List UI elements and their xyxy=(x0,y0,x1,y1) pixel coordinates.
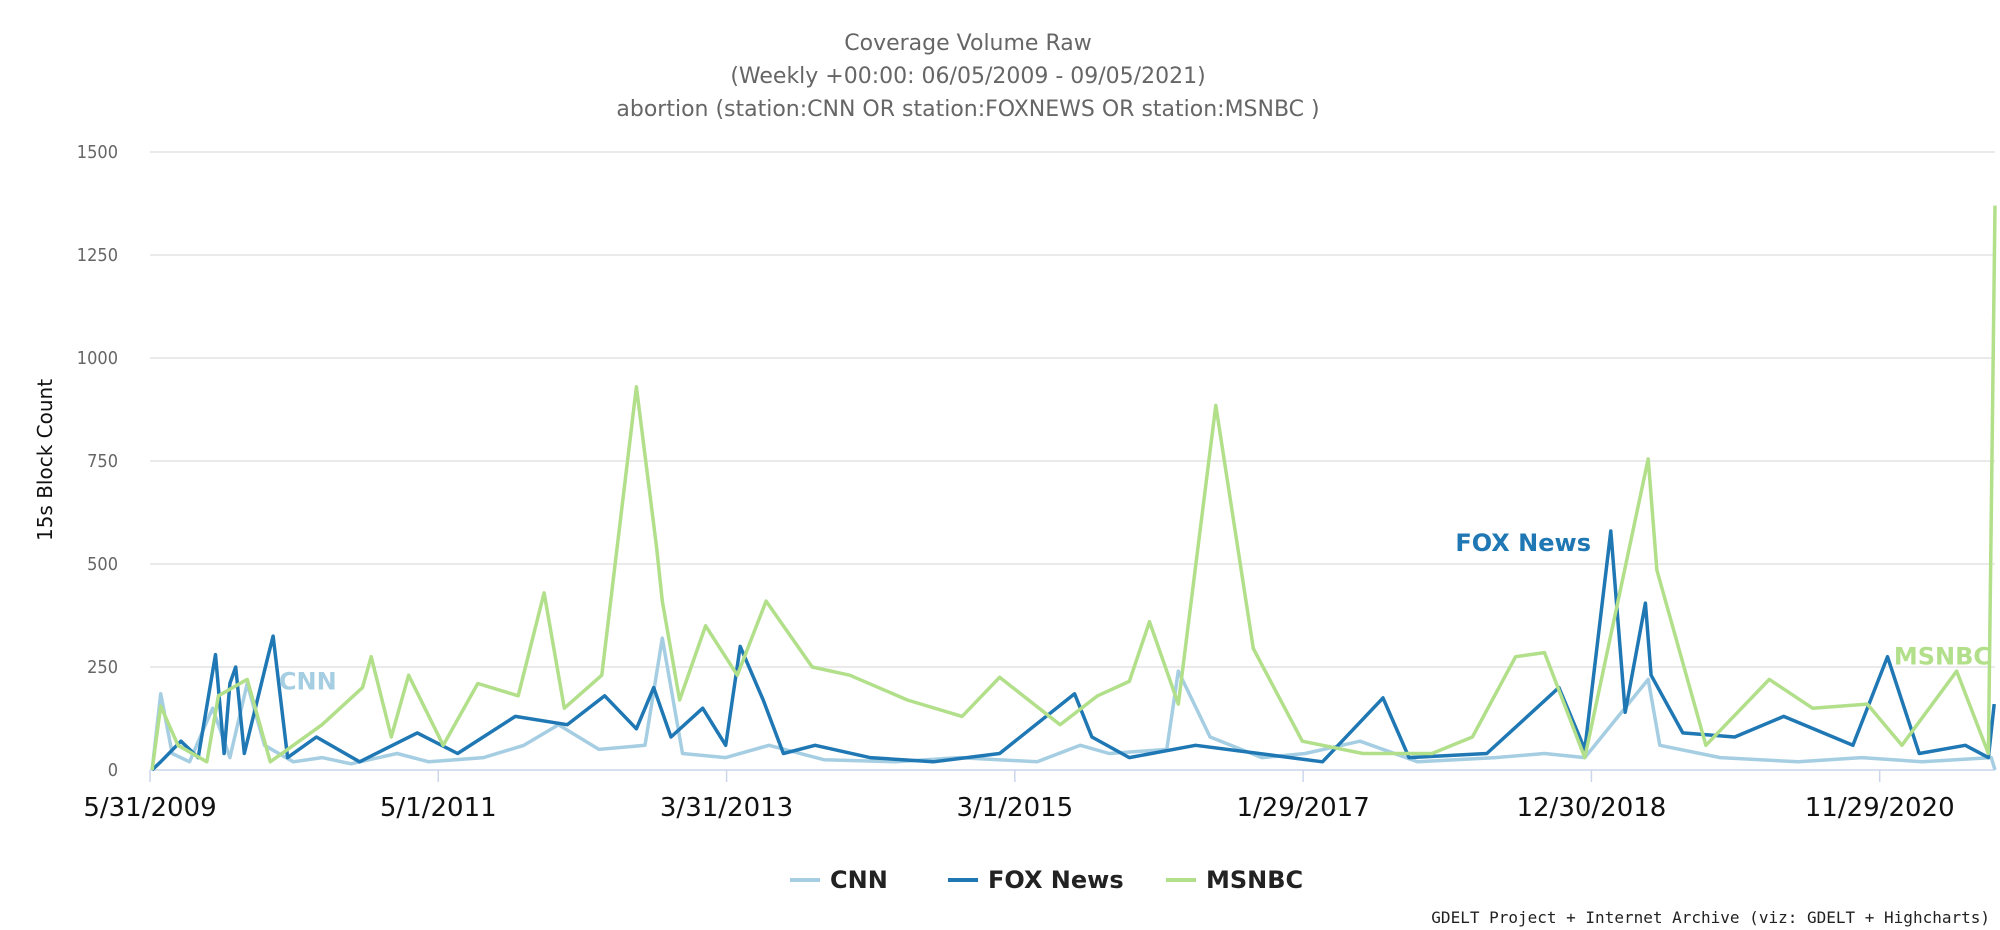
legend-label: MSNBC xyxy=(1206,866,1303,894)
y-tick-label: 1000 xyxy=(77,348,118,369)
series-label-fox-news: FOX News xyxy=(1455,529,1591,557)
x-tick-label: 5/31/2009 xyxy=(83,793,216,823)
y-tick-label: 750 xyxy=(87,451,118,472)
y-axis-ticks: 0 250 500 750 1000 1250 1500 xyxy=(77,142,118,781)
series-label-msnbc: MSNBC xyxy=(1894,643,1991,671)
legend-label: CNN xyxy=(830,866,888,894)
y-tick-label: 1500 xyxy=(77,142,118,163)
y-axis-title: 15s Block Count xyxy=(33,379,57,541)
series-labels: CNN FOX News MSNBC xyxy=(279,529,1991,695)
chart-subtitle-query: abortion (station:CNN OR station:FOXNEWS… xyxy=(616,97,1319,122)
series-line-msnbc[interactable] xyxy=(150,205,1997,771)
x-tick-label: 3/1/2015 xyxy=(956,793,1073,823)
x-tick-label: 12/30/2018 xyxy=(1516,793,1666,823)
y-tick-label: 0 xyxy=(108,760,118,781)
chart-title: Coverage Volume Raw xyxy=(844,31,1092,56)
chart-subtitle-range: (Weekly +00:00: 06/05/2009 - 09/05/2021) xyxy=(730,64,1205,89)
legend[interactable]: CNN FOX News MSNBC xyxy=(790,866,1303,894)
legend-item-cnn[interactable]: CNN xyxy=(790,866,888,894)
chart-credits[interactable]: GDELT Project + Internet Archive (viz: G… xyxy=(1431,908,1990,927)
legend-item-msnbc[interactable]: MSNBC xyxy=(1166,866,1303,894)
series-label-cnn: CNN xyxy=(279,667,337,695)
series-line-fox-news[interactable] xyxy=(150,529,1996,772)
y-tick-label: 500 xyxy=(87,554,118,575)
x-tick-label: 3/31/2013 xyxy=(660,793,793,823)
x-axis: 5/31/2009 5/1/2011 3/31/2013 3/1/2015 1/29/2… xyxy=(83,769,1995,823)
x-tick-label: 11/29/2020 xyxy=(1805,793,1955,823)
x-tick-label: 5/1/2011 xyxy=(380,793,497,823)
y-tick-label: 250 xyxy=(87,657,118,678)
grid-lines xyxy=(150,151,1995,668)
x-tick-label: 1/29/2017 xyxy=(1236,793,1369,823)
series-lines xyxy=(150,205,1997,772)
y-tick-label: 1250 xyxy=(77,245,118,266)
legend-item-fox-news[interactable]: FOX News xyxy=(948,866,1124,894)
legend-label: FOX News xyxy=(988,866,1124,894)
series-line-cnn[interactable] xyxy=(150,636,1997,771)
